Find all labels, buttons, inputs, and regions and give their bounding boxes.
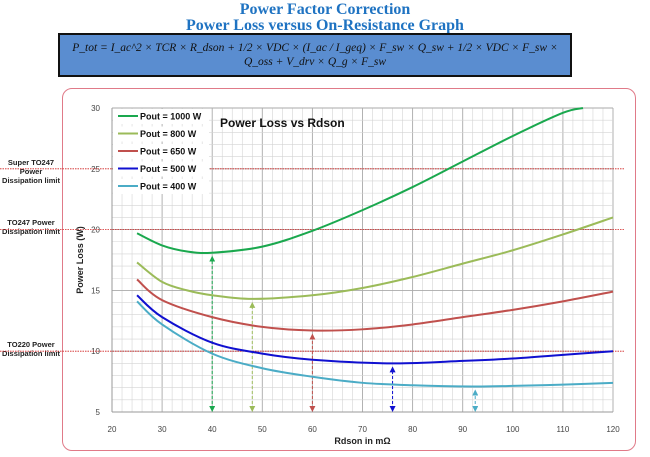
legend-bg [113,144,209,159]
series-line-1 [136,216,614,300]
chart-frame [62,88,636,451]
legend-label: Pout = 1000 W [140,112,202,122]
x-tick-label: 120 [606,425,620,434]
x-tick-label: 70 [358,425,367,434]
limit-label-super-to247: Super TO247 Power Dissipation limit [2,158,60,185]
legend-label: Pout = 500 W [140,164,197,174]
x-tick-label: 50 [258,425,267,434]
x-tick-label: 40 [208,425,217,434]
y-tick-label: 15 [91,286,100,295]
series-line-3 [136,294,614,365]
x-tick-label: 20 [108,425,117,434]
x-tick-label: 30 [158,425,167,434]
y-axis-label: Power Loss (W) [75,226,85,294]
y-tick-label: 30 [91,104,100,113]
legend-bg [113,126,209,142]
limit-label-to220: TO220 Power Dissipation limit [2,340,60,358]
series-line-0 [136,107,584,255]
x-tick-label: 60 [308,425,317,434]
x-axis-label: Rdson in mΩ [334,436,390,446]
series-line-4 [136,300,614,388]
formula-text: P_tot = I_ac^2 × TCR × R_dson + 1/2 × VD… [72,42,558,68]
legend-bg [113,109,209,124]
limit-label-to247: TO247 Power Dissipation limit [2,218,60,236]
x-tick-label: 110 [557,425,570,434]
legend-label: Pout = 650 W [140,147,197,157]
y-tick-label: 20 [91,226,100,235]
power-loss-formula: P_tot = I_ac^2 × TCR × R_dson + 1/2 × VD… [58,33,572,77]
chart-title: Power Loss vs Rdson [220,116,345,130]
legend-bg [113,161,209,177]
series-line-2 [136,278,614,332]
y-tick-label: 25 [91,165,100,174]
x-tick-label: 100 [506,425,520,434]
legend-label: Pout = 800 W [140,129,197,139]
y-tick-label: 10 [91,347,100,356]
x-tick-label: 90 [458,425,467,434]
legend-bg [113,179,209,194]
legend-label: Pout = 400 W [140,182,197,192]
x-tick-label: 80 [408,425,417,434]
title-line-1: Power Factor Correction [239,1,411,18]
y-tick-label: 5 [96,408,101,417]
title-line-2: Power Loss versus On-Resistance Graph [186,17,464,34]
